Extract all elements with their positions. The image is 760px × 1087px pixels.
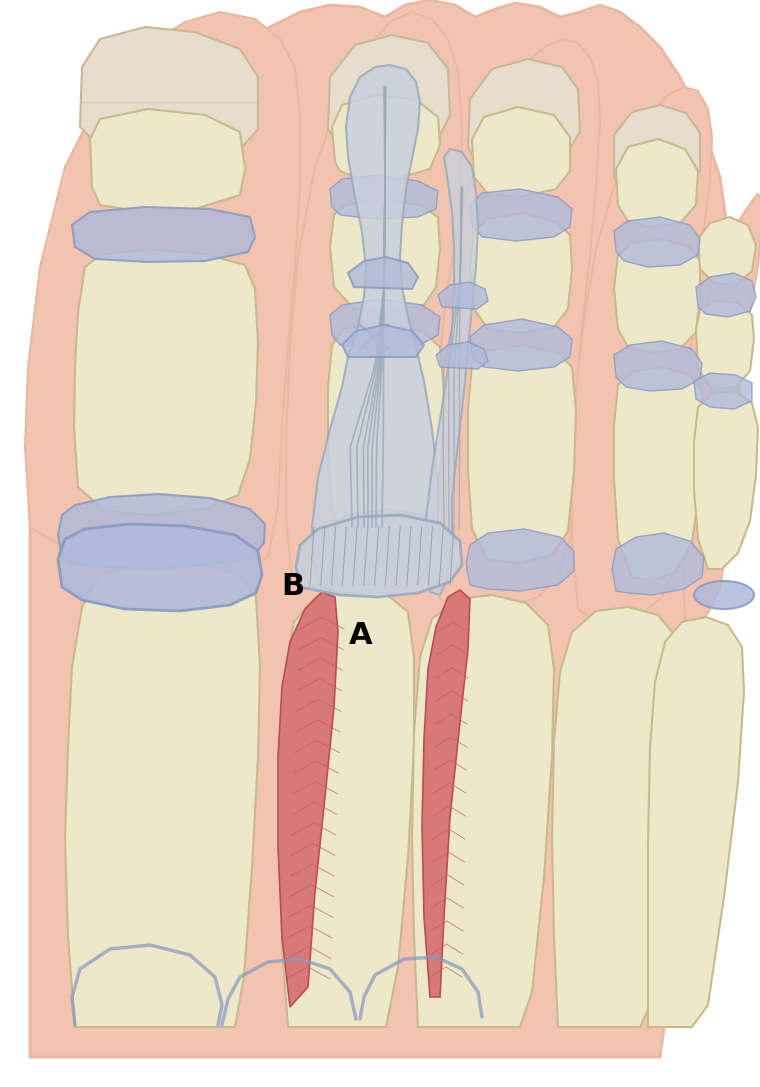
Polygon shape xyxy=(438,282,488,309)
Polygon shape xyxy=(65,562,260,1027)
Polygon shape xyxy=(434,39,600,609)
Polygon shape xyxy=(694,391,758,569)
Polygon shape xyxy=(328,35,450,149)
Polygon shape xyxy=(614,239,700,353)
Polygon shape xyxy=(468,59,580,165)
Polygon shape xyxy=(466,529,574,591)
Polygon shape xyxy=(614,217,700,267)
Polygon shape xyxy=(616,139,698,227)
Polygon shape xyxy=(572,87,712,623)
Polygon shape xyxy=(612,533,704,595)
Polygon shape xyxy=(74,249,258,515)
Polygon shape xyxy=(698,217,756,285)
Polygon shape xyxy=(470,213,572,333)
Polygon shape xyxy=(648,617,744,1027)
Polygon shape xyxy=(696,273,756,317)
Polygon shape xyxy=(30,0,735,1057)
Polygon shape xyxy=(58,493,265,569)
Polygon shape xyxy=(80,27,258,159)
Polygon shape xyxy=(25,12,300,582)
Polygon shape xyxy=(436,342,488,368)
Polygon shape xyxy=(614,341,702,391)
Polygon shape xyxy=(326,509,446,573)
Polygon shape xyxy=(426,149,478,595)
Polygon shape xyxy=(614,367,704,580)
Polygon shape xyxy=(694,373,752,409)
Polygon shape xyxy=(472,107,570,197)
Polygon shape xyxy=(468,345,576,563)
Polygon shape xyxy=(90,109,245,211)
Polygon shape xyxy=(312,65,438,594)
Polygon shape xyxy=(58,524,262,611)
Polygon shape xyxy=(286,12,462,591)
Polygon shape xyxy=(332,95,440,179)
Polygon shape xyxy=(328,323,444,539)
Polygon shape xyxy=(470,189,572,241)
Polygon shape xyxy=(470,318,572,371)
Polygon shape xyxy=(330,175,438,218)
Polygon shape xyxy=(342,325,424,357)
Polygon shape xyxy=(296,515,462,597)
Polygon shape xyxy=(552,607,682,1027)
Polygon shape xyxy=(422,590,470,997)
Ellipse shape xyxy=(694,580,754,609)
Polygon shape xyxy=(280,587,414,1027)
Polygon shape xyxy=(614,105,700,198)
Polygon shape xyxy=(412,595,554,1027)
Polygon shape xyxy=(278,592,338,1007)
Text: B: B xyxy=(281,573,304,601)
Text: A: A xyxy=(349,622,373,650)
Polygon shape xyxy=(330,299,440,349)
Polygon shape xyxy=(330,199,440,311)
Polygon shape xyxy=(348,257,418,289)
Polygon shape xyxy=(72,207,255,262)
Polygon shape xyxy=(682,193,760,625)
Polygon shape xyxy=(696,301,754,389)
